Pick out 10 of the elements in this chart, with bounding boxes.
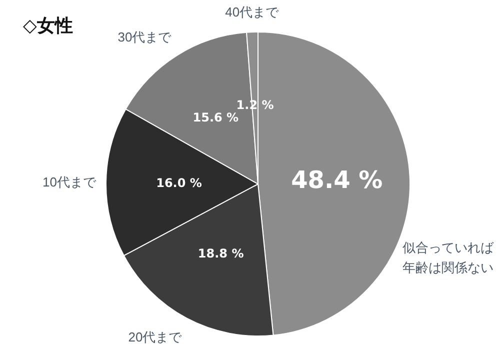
slice-label: 30代まで	[118, 30, 172, 45]
slice-label: 10代まで	[42, 174, 98, 190]
slice-label: 似合っていれば年齢は関係ない	[402, 240, 494, 275]
slice-label: 20代まで	[128, 329, 183, 344]
text: ◇女性	[23, 16, 73, 36]
data-label: 18.8 %	[198, 246, 244, 261]
data-label: 15.6 %	[192, 110, 239, 124]
data-label: 16.0 %	[156, 176, 202, 190]
data-label: 48.4 %	[291, 166, 383, 194]
slice-label: 40代まで	[225, 4, 280, 20]
